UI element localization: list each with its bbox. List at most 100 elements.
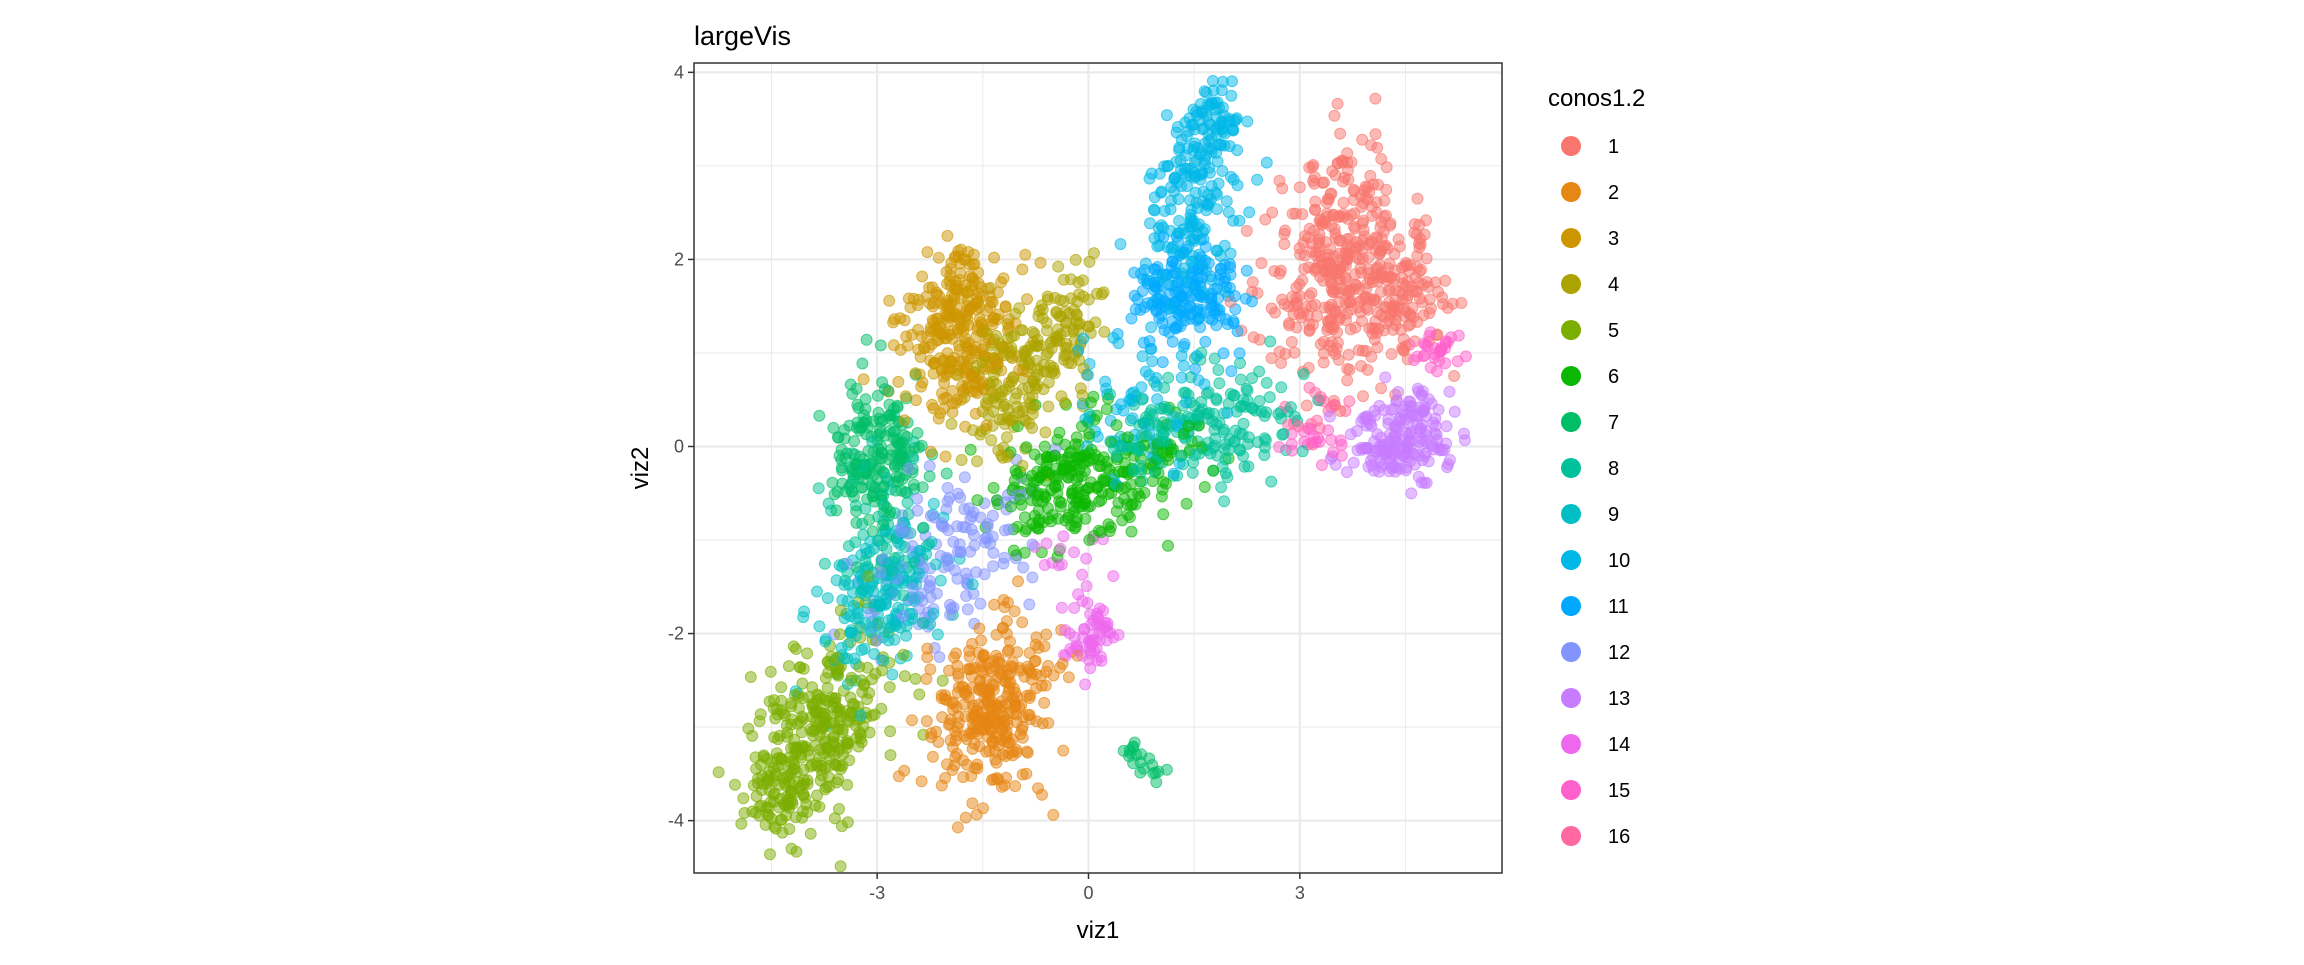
data-point-cluster-9 <box>849 629 862 642</box>
data-point-cluster-2 <box>970 808 983 821</box>
data-point-cluster-13 <box>1416 389 1429 402</box>
data-point-cluster-11 <box>1231 325 1244 338</box>
data-point-cluster-9 <box>885 568 898 581</box>
data-point-cluster-3 <box>963 337 975 350</box>
data-point-cluster-7 <box>911 427 924 439</box>
data-point-cluster-1 <box>1285 336 1298 348</box>
data-point-cluster-1 <box>1364 292 1377 305</box>
data-point-cluster-3 <box>939 450 952 463</box>
data-point-cluster-10 <box>1225 89 1238 102</box>
data-point-cluster-10 <box>1180 169 1193 182</box>
data-point-cluster-8 <box>917 617 929 629</box>
data-point-cluster-10 <box>1188 137 1201 150</box>
data-point-cluster-11 <box>1196 271 1209 284</box>
data-point-cluster-8 <box>923 538 935 551</box>
data-point-cluster-14 <box>1080 580 1093 593</box>
data-point-cluster-3 <box>983 290 996 303</box>
data-point-cluster-1 <box>1283 319 1296 332</box>
data-point-cluster-2 <box>1057 744 1070 757</box>
data-point-cluster-3 <box>902 292 915 305</box>
data-point-cluster-1 <box>1334 127 1347 140</box>
data-point-cluster-6 <box>1033 513 1046 526</box>
data-point-cluster-9 <box>892 551 905 564</box>
y-tick-label: -4 <box>668 811 684 831</box>
data-point-cluster-9 <box>797 611 810 624</box>
data-point-cluster-5 <box>825 691 838 704</box>
data-point-cluster-7 <box>844 479 857 491</box>
data-point-cluster-1 <box>1320 236 1332 249</box>
legend-label: 7 <box>1608 412 1619 434</box>
data-point-cluster-9 <box>875 599 888 612</box>
data-point-cluster-9 <box>929 558 942 571</box>
x-axis: -3 0 3 <box>869 873 1305 903</box>
data-point-cluster-1 <box>1396 277 1409 290</box>
data-point-cluster-12 <box>874 566 887 579</box>
data-point-cluster-13 <box>1390 394 1403 407</box>
data-point-cluster-5 <box>801 647 814 660</box>
data-point-cluster-2 <box>1000 615 1013 628</box>
data-point-cluster-11 <box>1150 305 1163 318</box>
data-point-cluster-13 <box>1443 385 1456 398</box>
data-point-cluster-7 <box>830 504 843 517</box>
points-layer <box>712 74 1472 873</box>
data-point-cluster-9 <box>838 578 851 591</box>
data-point-cluster-10 <box>1220 195 1233 208</box>
data-point-cluster-9 <box>927 497 940 510</box>
data-point-cluster-5 <box>828 728 841 741</box>
data-point-cluster-11 <box>1178 338 1191 350</box>
data-point-cluster-11 <box>1240 264 1253 277</box>
legend-label: 14 <box>1608 734 1630 756</box>
data-point-cluster-12 <box>941 481 954 494</box>
data-point-cluster-1 <box>1432 285 1445 298</box>
data-point-cluster-7 <box>831 485 844 498</box>
data-point-cluster-5 <box>764 848 776 861</box>
data-point-cluster-1 <box>1375 153 1388 165</box>
legend-key-swatch <box>1561 228 1581 248</box>
data-point-cluster-8 <box>1219 467 1232 480</box>
data-point-cluster-10 <box>1143 172 1156 185</box>
data-point-cluster-2 <box>1040 665 1053 678</box>
data-point-cluster-14 <box>1064 642 1077 655</box>
data-point-cluster-1 <box>1306 160 1319 173</box>
data-point-cluster-14 <box>1080 552 1093 565</box>
data-point-cluster-1 <box>1347 283 1360 296</box>
data-point-cluster-14 <box>1090 610 1103 623</box>
data-point-cluster-7 <box>888 458 901 471</box>
data-point-cluster-3 <box>1019 248 1032 261</box>
data-point-cluster-14 <box>1101 617 1114 630</box>
data-point-cluster-8 <box>1212 364 1225 376</box>
data-point-cluster-4 <box>1051 323 1064 336</box>
data-point-cluster-3 <box>951 326 964 339</box>
data-point-cluster-4 <box>1050 334 1063 347</box>
data-point-cluster-6 <box>1144 457 1157 470</box>
data-point-cluster-1 <box>1353 240 1366 253</box>
data-point-cluster-8 <box>1263 391 1276 404</box>
data-point-cluster-10 <box>1207 84 1220 97</box>
data-point-cluster-1 <box>1328 109 1341 122</box>
data-point-cluster-1 <box>1410 260 1423 273</box>
data-point-cluster-12 <box>895 521 908 534</box>
data-point-cluster-2 <box>1024 689 1037 702</box>
data-point-cluster-5 <box>884 725 897 738</box>
data-point-cluster-9 <box>836 560 849 573</box>
data-point-cluster-7 <box>1146 759 1159 771</box>
data-point-cluster-4 <box>955 454 968 466</box>
data-point-cluster-5 <box>824 753 837 766</box>
data-point-cluster-10 <box>1199 149 1212 162</box>
data-point-cluster-15 <box>1428 351 1441 364</box>
legend-key-swatch <box>1561 458 1581 478</box>
data-point-cluster-5 <box>768 731 781 744</box>
data-point-cluster-1 <box>1332 353 1345 366</box>
legend-label: 1 <box>1608 136 1619 158</box>
data-point-cluster-10 <box>1227 173 1240 186</box>
data-point-cluster-10 <box>1190 196 1203 209</box>
data-point-cluster-13 <box>1429 412 1442 425</box>
data-point-cluster-8 <box>1272 408 1285 420</box>
data-point-cluster-10 <box>1226 75 1238 88</box>
data-point-cluster-2 <box>1023 708 1036 721</box>
data-point-cluster-11 <box>1143 335 1156 348</box>
data-point-cluster-12 <box>864 607 877 620</box>
data-point-cluster-10 <box>1125 387 1138 400</box>
data-point-cluster-1 <box>1416 296 1429 309</box>
data-point-cluster-5 <box>913 688 926 701</box>
